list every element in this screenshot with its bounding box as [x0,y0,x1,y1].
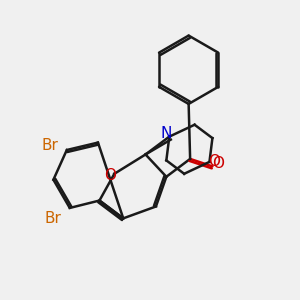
Text: Br: Br [42,138,59,153]
Text: O: O [208,154,220,169]
Text: O: O [212,156,224,171]
Text: N: N [160,126,171,141]
Text: O: O [104,168,116,183]
Text: Br: Br [45,211,62,226]
